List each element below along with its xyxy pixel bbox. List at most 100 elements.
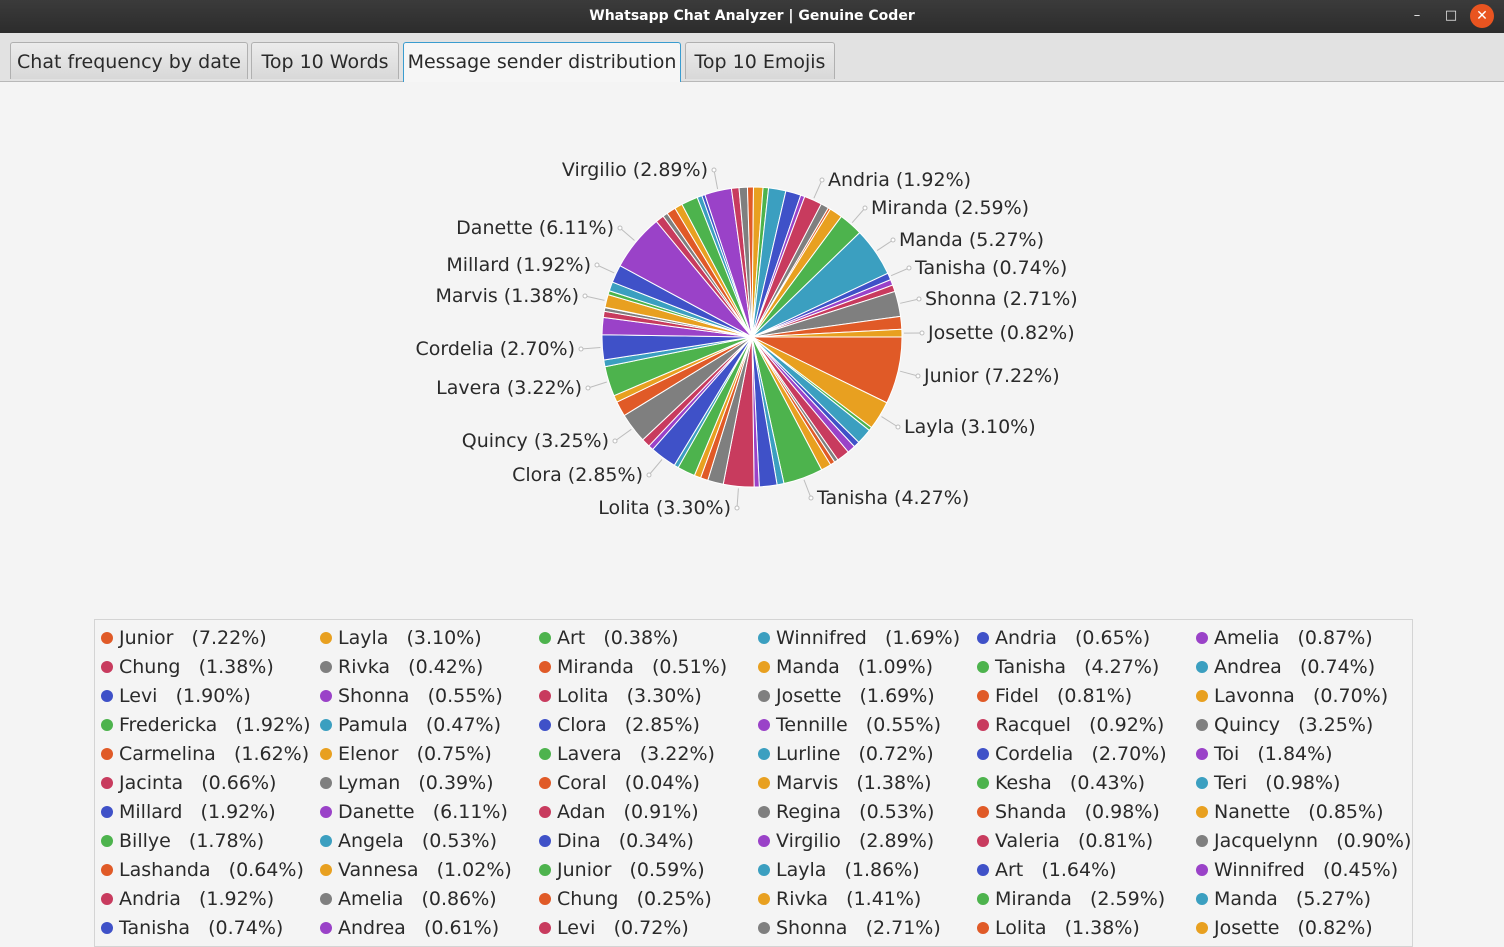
pie-label: Danette (6.11%) [456,217,614,239]
pie-label-anchor [920,331,924,335]
legend-swatch [101,748,113,760]
legend-label: Lavera (3.22%) [557,740,715,768]
legend-swatch [1196,864,1208,876]
legend-label: Andrea (0.74%) [1214,653,1375,681]
pie-label-leader [597,265,614,273]
legend-label: Cordelia (2.70%) [995,740,1167,768]
legend-swatch [758,922,770,934]
legend-label: Andria (1.92%) [119,885,274,913]
legend-label: Nanette (0.85%) [1214,798,1383,826]
pie-label-anchor [579,347,583,351]
legend-swatch [320,893,332,905]
pie-label-leader [714,170,718,189]
legend-swatch [101,632,113,644]
legend-label: Shonna (2.71%) [776,914,941,942]
legend-swatch [101,661,113,673]
legend-label: Layla (1.86%) [776,856,920,884]
pie-label-anchor [916,374,920,378]
legend-swatch [320,661,332,673]
pie-label-anchor [647,473,651,477]
close-icon[interactable]: ✕ [1470,4,1494,28]
legend-label: Pamula (0.47%) [338,711,501,739]
legend-label: Chung (0.25%) [557,885,712,913]
legend-swatch [320,777,332,789]
pie-label: Tanisha (4.27%) [816,487,969,509]
legend-swatch [101,835,113,847]
legend-label: Art (1.64%) [995,856,1117,884]
legend-label: Shanda (0.98%) [995,798,1160,826]
legend-swatch [977,661,989,673]
legend-swatch [101,806,113,818]
legend-label: Manda (5.27%) [1214,885,1371,913]
legend-label: Josette (0.82%) [1214,914,1373,942]
pie-label-anchor [595,263,599,267]
legend-swatch [1196,806,1208,818]
legend-label: Andria (0.65%) [995,624,1150,652]
tab-top-emojis[interactable]: Top 10 Emojis [685,42,835,79]
pie-label-leader [585,296,605,300]
legend-swatch [1196,835,1208,847]
legend-swatch [320,690,332,702]
pie-label: Lolita (3.30%) [598,497,731,519]
pie-label: Josette (0.82%) [927,322,1075,344]
legend-swatch [101,719,113,731]
legend-swatch [758,806,770,818]
legend-label: Regina (0.53%) [776,798,934,826]
legend-swatch [320,806,332,818]
pie-label-anchor [809,496,813,500]
legend-label: Lyman (0.39%) [338,769,494,797]
tab-bar: Chat frequency by date Top 10 Words Mess… [0,33,1504,82]
pie-label-anchor [618,226,622,230]
legend-label: Rivka (0.42%) [338,653,483,681]
pie-label-leader [581,348,600,350]
legend-label: Rivka (1.41%) [776,885,921,913]
legend-swatch [1196,632,1208,644]
legend-swatch [320,864,332,876]
legend-swatch [539,864,551,876]
pie-label-anchor [613,439,617,443]
legend-label: Valeria (0.81%) [995,827,1153,855]
legend-label: Lurline (0.72%) [776,740,934,768]
tab-message-sender-distribution[interactable]: Message sender distribution [403,42,681,82]
legend-label: Josette (1.69%) [776,682,935,710]
legend-swatch [758,690,770,702]
legend-label: Teri (0.98%) [1214,769,1340,797]
legend-swatch [758,719,770,731]
legend-swatch [758,632,770,644]
legend-swatch [539,806,551,818]
minimize-icon[interactable]: – [1405,5,1429,27]
legend-label: Andrea (0.61%) [338,914,499,942]
pie-label: Millard (1.92%) [446,254,591,276]
window-title: Whatsapp Chat Analyzer | Genuine Coder [0,0,1504,33]
pie-label: Shonna (2.71%) [925,288,1078,310]
legend-swatch [977,748,989,760]
title-bar[interactable]: Whatsapp Chat Analyzer | Genuine Coder –… [0,0,1504,33]
legend-label: Danette (6.11%) [338,798,508,826]
legend-label: Vannesa (1.02%) [338,856,512,884]
legend-swatch [539,835,551,847]
tab-top-words[interactable]: Top 10 Words [251,42,399,79]
pie-label: Clora (2.85%) [512,464,643,486]
pie-label: Miranda (2.59%) [871,197,1029,219]
legend-label: Toi (1.84%) [1214,740,1333,768]
legend-swatch [977,719,989,731]
pie-label-anchor [583,294,587,298]
legend-label: Billye (1.78%) [119,827,264,855]
legend-label: Junior (7.22%) [119,624,267,652]
legend-label: Virgilio (2.89%) [776,827,934,855]
legend-swatch [539,661,551,673]
tab-chat-frequency[interactable]: Chat frequency by date [10,42,248,79]
pie-label: Tanisha (0.74%) [914,257,1067,279]
legend-swatch [1196,690,1208,702]
legend-label: Lashanda (0.64%) [119,856,304,884]
legend-swatch [977,893,989,905]
legend-swatch [539,690,551,702]
legend-label: Levi (1.90%) [119,682,251,710]
legend-swatch [977,806,989,818]
maximize-icon[interactable]: □ [1439,5,1463,27]
pie-label-leader [900,371,918,376]
legend-label: Fidel (0.81%) [995,682,1132,710]
legend-swatch [101,893,113,905]
pie-label: Marvis (1.38%) [436,285,580,307]
pie-label-leader [877,240,893,251]
